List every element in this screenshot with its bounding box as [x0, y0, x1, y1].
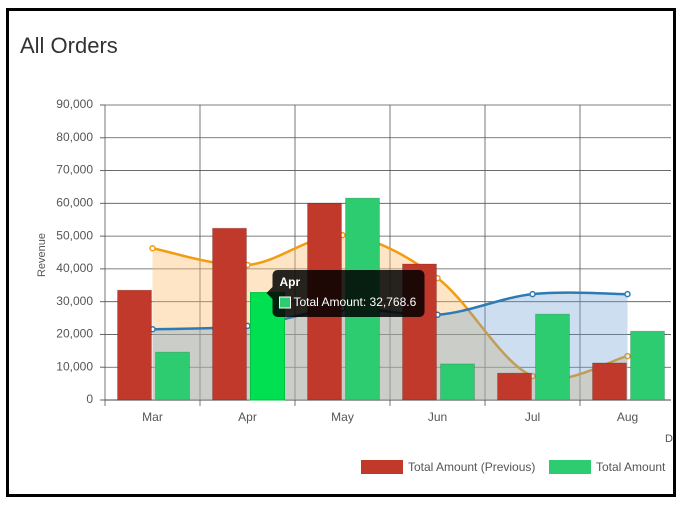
x-tick-label: Mar: [142, 410, 163, 424]
line-point: [529, 290, 536, 298]
chart-frame: All Orders Revenue D 0 10,000 20,000 30,000…: [6, 8, 676, 497]
y-tick-label: 70,000: [56, 163, 93, 177]
y-axis-label: Revenue: [36, 233, 48, 277]
bar: [535, 313, 570, 401]
x-tick-label: Jun: [428, 410, 447, 424]
legend-label: Total Amount (Previous): [408, 460, 535, 474]
legend-label: Total Amount: [596, 460, 666, 474]
bar: [117, 289, 152, 401]
legend-swatch: [361, 460, 403, 474]
line-point: [624, 352, 631, 360]
x-tick-label: Aug: [617, 410, 638, 424]
chart-title: All Orders: [20, 33, 118, 58]
y-tick-label: 10,000: [56, 359, 93, 373]
y-tick-label: 50,000: [56, 228, 93, 242]
tooltip-box: [272, 270, 425, 317]
x-tick-label: Jul: [525, 410, 540, 424]
bar: [155, 351, 190, 401]
tooltip: Apr Total Amount: 32,768.6: [266, 270, 425, 317]
tooltip-swatch: [279, 296, 291, 309]
tooltip-caret: [266, 287, 273, 299]
x-tick-label: May: [331, 410, 354, 424]
bar: [592, 362, 627, 401]
x-axis-label: D: [665, 433, 673, 445]
y-tick-label: 0: [86, 392, 93, 406]
y-tick-label: 80,000: [56, 130, 93, 144]
bar: [497, 372, 532, 401]
y-tick-label: 40,000: [56, 261, 93, 275]
bar: [630, 330, 665, 401]
bar: [212, 227, 247, 401]
bar: [440, 363, 475, 401]
tooltip-text: Total Amount: 32,768.6: [294, 295, 417, 309]
y-tick-label: 30,000: [56, 294, 93, 308]
y-tick-label: 60,000: [56, 196, 93, 210]
y-tick-label: 20,000: [56, 327, 93, 341]
chart: All Orders Revenue D 0 10,000 20,000 30,000…: [20, 33, 673, 474]
tooltip-title: Apr: [280, 275, 301, 289]
line-point: [149, 244, 156, 252]
legend-swatch: [549, 460, 591, 474]
line-point: [624, 290, 631, 298]
x-tick-label: Apr: [238, 410, 257, 424]
y-tick-label: 90,000: [56, 97, 93, 111]
